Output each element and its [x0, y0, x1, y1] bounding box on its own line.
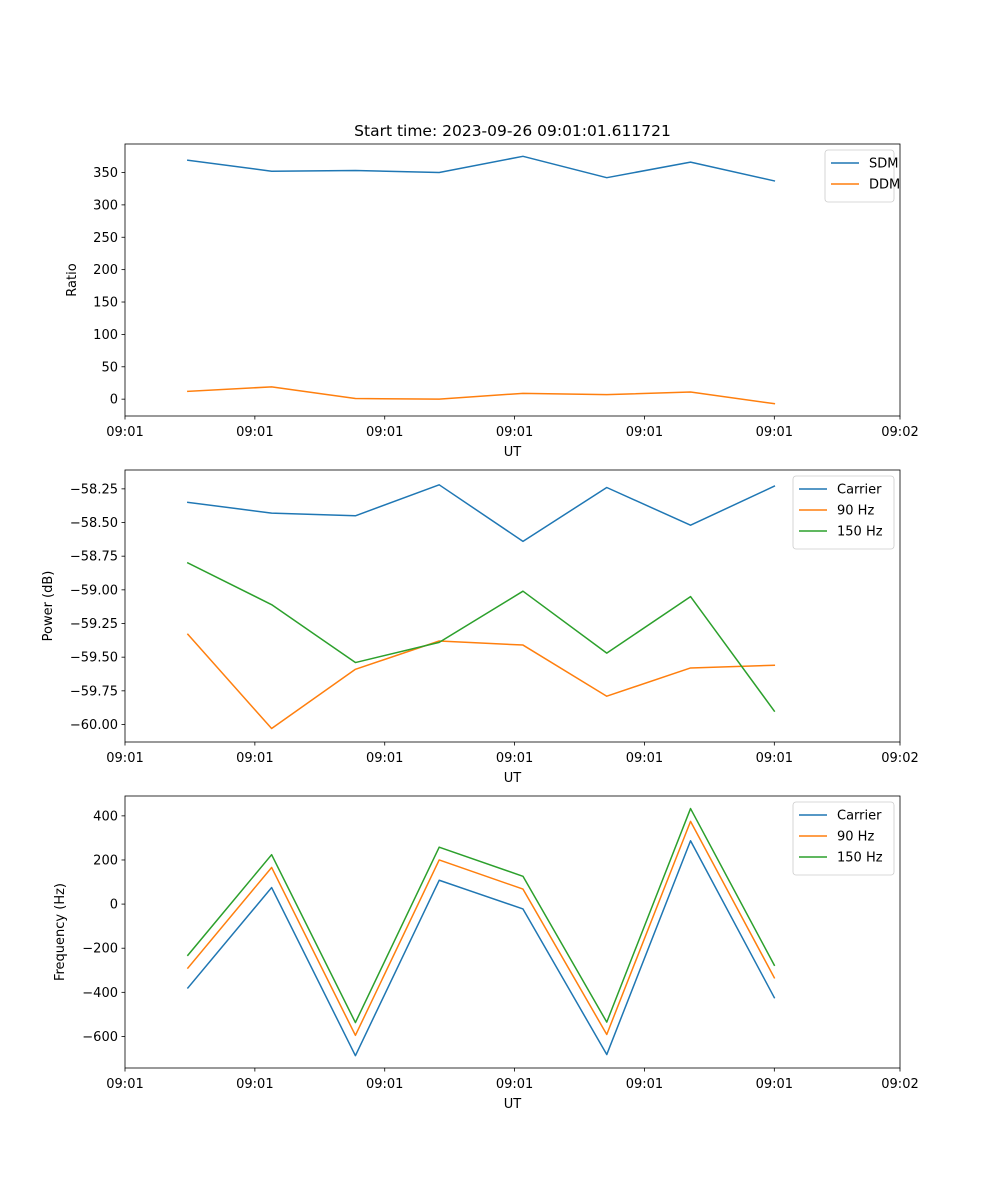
y-tick-label: −59.00 [70, 583, 118, 598]
x-tick-label: 09:01 [236, 1077, 273, 1092]
axes-frame [124, 795, 901, 1069]
y-tick-label: 200 [93, 263, 118, 278]
series-line-carrier [187, 484, 776, 543]
x-tick-label: 09:01 [626, 1077, 663, 1092]
x-tick-label: 09:01 [496, 751, 533, 766]
y-tick-label: −58.25 [70, 482, 118, 497]
y-tick-label: 400 [93, 809, 118, 824]
legend: Carrier 90 Hz 150 Hz [792, 801, 895, 876]
y-tick-label: 150 [93, 296, 118, 311]
y-tick-label: 200 [93, 853, 118, 868]
y-tick-label: 0 [110, 393, 118, 408]
y-tick-label: 250 [93, 231, 118, 246]
y-axis-label: Frequency (Hz) [53, 883, 68, 981]
y-tick-label: −59.75 [70, 684, 118, 699]
legend: Carrier 90 Hz 150 Hz [792, 475, 895, 550]
y-tick-label: 0 [110, 898, 118, 913]
subplot-1: 09:01 09:01 09:01 09:01 09:01 09:01 09:02 0 50 10… [65, 122, 919, 460]
x-axis-label: UT [504, 771, 522, 786]
y-tick-label: −59.50 [70, 651, 118, 666]
x-tick-label: 09:01 [626, 751, 663, 766]
x-tick-label: 09:01 [236, 425, 273, 440]
x-tick-label: 09:01 [756, 1077, 793, 1092]
legend-label: Carrier [837, 483, 882, 498]
x-tick-label: 09:01 [756, 425, 793, 440]
y-tick-label: −600 [82, 1030, 118, 1045]
y-tick-label: 100 [93, 328, 118, 343]
x-axis-label: UT [504, 445, 522, 460]
axes-frame [124, 469, 901, 743]
x-tick-label: 09:01 [236, 751, 273, 766]
series-line-carrier [186, 840, 776, 1057]
legend-label: 150 Hz [837, 851, 883, 866]
x-tick-label: 09:01 [366, 1077, 403, 1092]
series-line-ddm [187, 386, 776, 405]
chart-title: Start time: 2023-09-26 09:01:01.611721 [354, 122, 671, 140]
x-tick-label: 09:02 [881, 425, 918, 440]
series-line-150-hz [186, 807, 776, 1024]
legend-label: 90 Hz [837, 830, 874, 845]
x-tick-label: 09:01 [366, 751, 403, 766]
y-tick-label: 50 [101, 360, 118, 375]
x-tick-label: 09:01 [106, 751, 143, 766]
series-line-90-hz [186, 633, 776, 730]
y-axis-label: Power (dB) [41, 571, 56, 642]
y-tick-label: 350 [93, 166, 118, 181]
y-tick-label: 300 [93, 198, 118, 213]
y-axis-label: Ratio [65, 263, 80, 296]
subplot-2: 09:01 09:01 09:01 09:01 09:01 09:01 09:02 −58.2… [41, 469, 919, 786]
x-tick-label: 09:02 [881, 1077, 918, 1092]
y-tick-label: −58.75 [70, 550, 118, 565]
y-tick-label: −59.25 [70, 617, 118, 632]
series-line-sdm [186, 155, 776, 182]
legend-label: Carrier [837, 809, 882, 824]
y-tick-label: −60.00 [70, 718, 118, 733]
legend-label: SDM [869, 157, 898, 172]
legend-label: 150 Hz [837, 525, 883, 540]
x-tick-label: 09:02 [881, 751, 918, 766]
legend-label: DDM [869, 178, 900, 193]
x-tick-label: 09:01 [366, 425, 403, 440]
x-tick-label: 09:01 [496, 1077, 533, 1092]
x-tick-label: 09:01 [106, 425, 143, 440]
x-tick-label: 09:01 [496, 425, 533, 440]
axes-frame [124, 143, 901, 417]
legend: SDM DDM [824, 149, 900, 203]
y-tick-label: −58.50 [70, 516, 118, 531]
x-tick-label: 09:01 [626, 425, 663, 440]
y-tick-label: −200 [82, 942, 118, 957]
x-axis-label: UT [504, 1097, 522, 1112]
subplot-3: 09:01 09:01 09:01 09:01 09:01 09:01 09:02 400 20… [53, 795, 919, 1112]
y-tick-label: −400 [82, 986, 118, 1001]
x-tick-label: 09:01 [756, 751, 793, 766]
x-tick-label: 09:01 [106, 1077, 143, 1092]
series-line-90-hz [186, 820, 776, 1037]
series-line-150-hz [186, 561, 776, 713]
legend-label: 90 Hz [837, 504, 874, 519]
